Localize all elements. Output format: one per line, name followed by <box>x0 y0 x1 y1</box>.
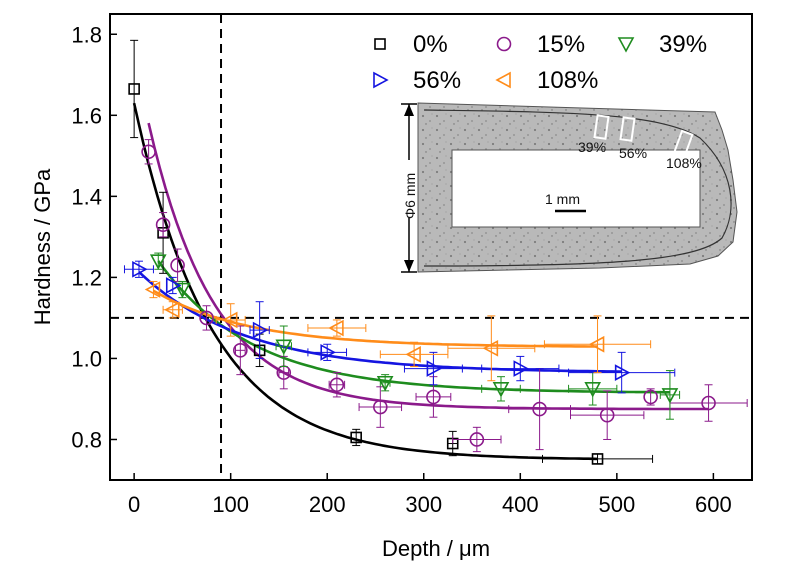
data-point-2-6 <box>661 388 679 404</box>
data-point-4-1 <box>164 301 180 319</box>
legend-marker-3 <box>373 71 389 89</box>
data-point-0-0 <box>128 83 140 95</box>
series-4 <box>144 280 652 382</box>
data-point-4-5 <box>482 339 499 357</box>
inset-label-108: 108% <box>666 155 702 171</box>
data-point-2-2 <box>275 339 293 355</box>
data-point-3-0 <box>132 260 148 278</box>
data-points <box>123 39 748 465</box>
data-point-1-2 <box>170 257 185 273</box>
data-point-0-5 <box>591 453 604 465</box>
x-axis-title: Depth / μm <box>382 536 490 561</box>
fit-curve-3 <box>138 270 622 373</box>
y-tick-label-1.6: 1.6 <box>71 103 102 128</box>
data-point-4-0 <box>144 281 161 298</box>
series-3 <box>123 260 676 394</box>
inset-arrowhead-bottom <box>404 260 414 272</box>
inset-diameter-label-bg <box>401 160 417 218</box>
data-point-1-0 <box>141 144 156 160</box>
data-point-1-7 <box>373 399 388 415</box>
inset-arrowhead-top <box>404 104 414 116</box>
legend-label-4: 108% <box>537 67 598 94</box>
data-point-1-10 <box>532 401 547 417</box>
data-point-3-1 <box>165 277 182 294</box>
inset-label-39: 39% <box>578 139 606 155</box>
data-point-3-5 <box>513 360 529 377</box>
inset-marker-box-39 <box>593 114 610 140</box>
x-tick-label-200: 200 <box>309 492 346 517</box>
fit-curve-4 <box>152 289 598 348</box>
data-point-1-12 <box>643 389 658 405</box>
data-point-2-1 <box>174 282 191 299</box>
data-point-4-3 <box>328 319 344 337</box>
legend-label-0: 0% <box>413 31 448 58</box>
legend-label-2: 39% <box>659 31 707 58</box>
legend-marker-1 <box>496 36 512 52</box>
axes: 0 100 200 300 400 500 600 0.8 1.0 1.2 1.4 1.6 1.8 <box>71 22 731 517</box>
data-point-3-4 <box>426 360 443 377</box>
data-point-4-6 <box>588 335 605 353</box>
plot-frame <box>109 13 753 481</box>
inset-specimen-cross-section <box>417 102 738 273</box>
legend-label-1: 15% <box>537 31 585 58</box>
y-tick-label-1: 1.0 <box>71 346 102 371</box>
fit-curve-1 <box>147 122 709 411</box>
y-tick-label-1.8: 1.8 <box>71 22 102 47</box>
fit-curve-0 <box>132 102 598 461</box>
legend-marker-4 <box>495 71 511 89</box>
inset-micrograph: 39% 56% 108% Φ6 mm 1 mm <box>401 102 738 273</box>
inset-marker-box-108 <box>673 129 694 157</box>
legend-marker-0 <box>374 38 386 50</box>
x-tick-label-100: 100 <box>212 492 249 517</box>
data-point-1-9 <box>469 432 485 447</box>
y-tick-label-1.4: 1.4 <box>71 184 102 209</box>
data-point-3-2 <box>252 321 269 339</box>
data-point-1-8 <box>426 389 441 405</box>
data-point-2-0 <box>149 254 167 270</box>
legend-marker-2 <box>617 37 635 53</box>
data-point-4-2 <box>221 311 238 329</box>
x-tick-label-300: 300 <box>405 492 442 517</box>
inset-label-56: 56% <box>619 145 647 161</box>
data-point-1-13 <box>701 395 716 411</box>
data-point-1-3 <box>199 310 214 326</box>
data-point-1-6 <box>329 377 345 393</box>
data-point-3-3 <box>320 344 336 361</box>
legend: 0% 15% 39% 56% 108% <box>373 31 707 94</box>
data-point-1-1 <box>155 217 171 233</box>
data-point-4-4 <box>405 346 421 363</box>
data-point-2-5 <box>584 382 602 398</box>
fit-curve-2 <box>157 260 670 394</box>
inset-marker-box-56 <box>619 116 636 142</box>
inset-diameter-label: Φ6 mm <box>402 173 418 219</box>
x-tick-label-600: 600 <box>695 492 732 517</box>
x-tick-label-500: 500 <box>598 492 635 517</box>
y-tick-label-1.2: 1.2 <box>71 265 102 290</box>
fit-curves <box>132 102 709 461</box>
legend-label-3: 56% <box>413 67 461 94</box>
x-tick-label-400: 400 <box>502 492 539 517</box>
y-axis-title: Hardness / GPa <box>30 168 55 325</box>
inset-scale-label: 1 mm <box>545 191 580 207</box>
data-point-0-3 <box>350 431 362 444</box>
data-point-1-11 <box>599 407 615 423</box>
series-2 <box>149 252 681 420</box>
data-point-2-3 <box>376 375 394 392</box>
x-tick-label-0: 0 <box>128 492 140 517</box>
y-tick-label-0.8: 0.8 <box>71 427 102 452</box>
inset-boundary-curve <box>423 109 732 267</box>
data-point-2-4 <box>492 382 510 398</box>
data-point-3-6 <box>614 364 631 381</box>
data-point-1-4 <box>233 343 248 358</box>
